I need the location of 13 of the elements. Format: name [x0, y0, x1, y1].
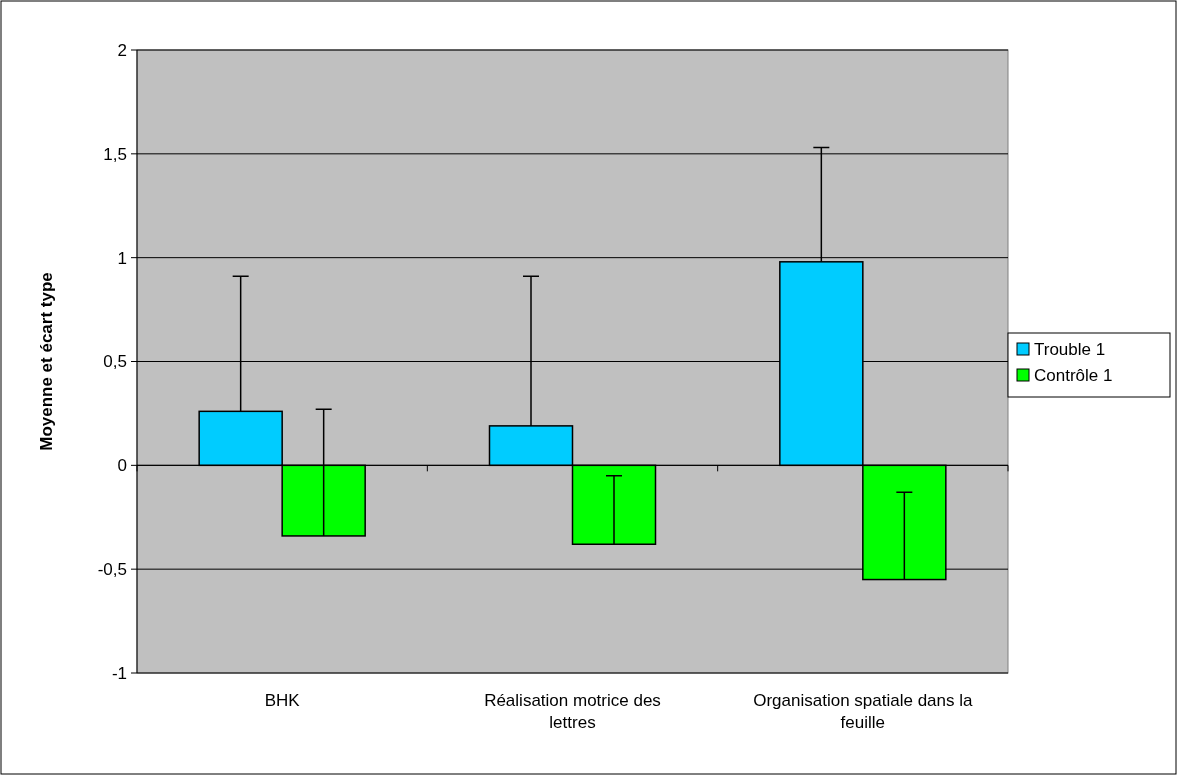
y-axis-title: Moyenne et écart type	[37, 272, 56, 451]
y-tick-label: -1	[111, 663, 127, 683]
y-tick-label: 0	[117, 456, 127, 476]
x-tick-label: Réalisation motrice des lettres	[484, 691, 661, 732]
y-tick-label: 1,5	[103, 144, 127, 164]
y-tick-label: 2	[117, 40, 127, 60]
x-tick-label: Organisation spatiale dans la feuille	[753, 691, 973, 732]
legend-label: Contrôle 1	[1034, 365, 1113, 385]
y-tick-label: 1	[117, 248, 127, 268]
legend-label: Trouble 1	[1034, 339, 1106, 359]
x-tick-label: BHK	[264, 691, 301, 710]
y-tick-label: -0,5	[97, 560, 127, 580]
y-tick-label: 0,5	[103, 352, 127, 372]
